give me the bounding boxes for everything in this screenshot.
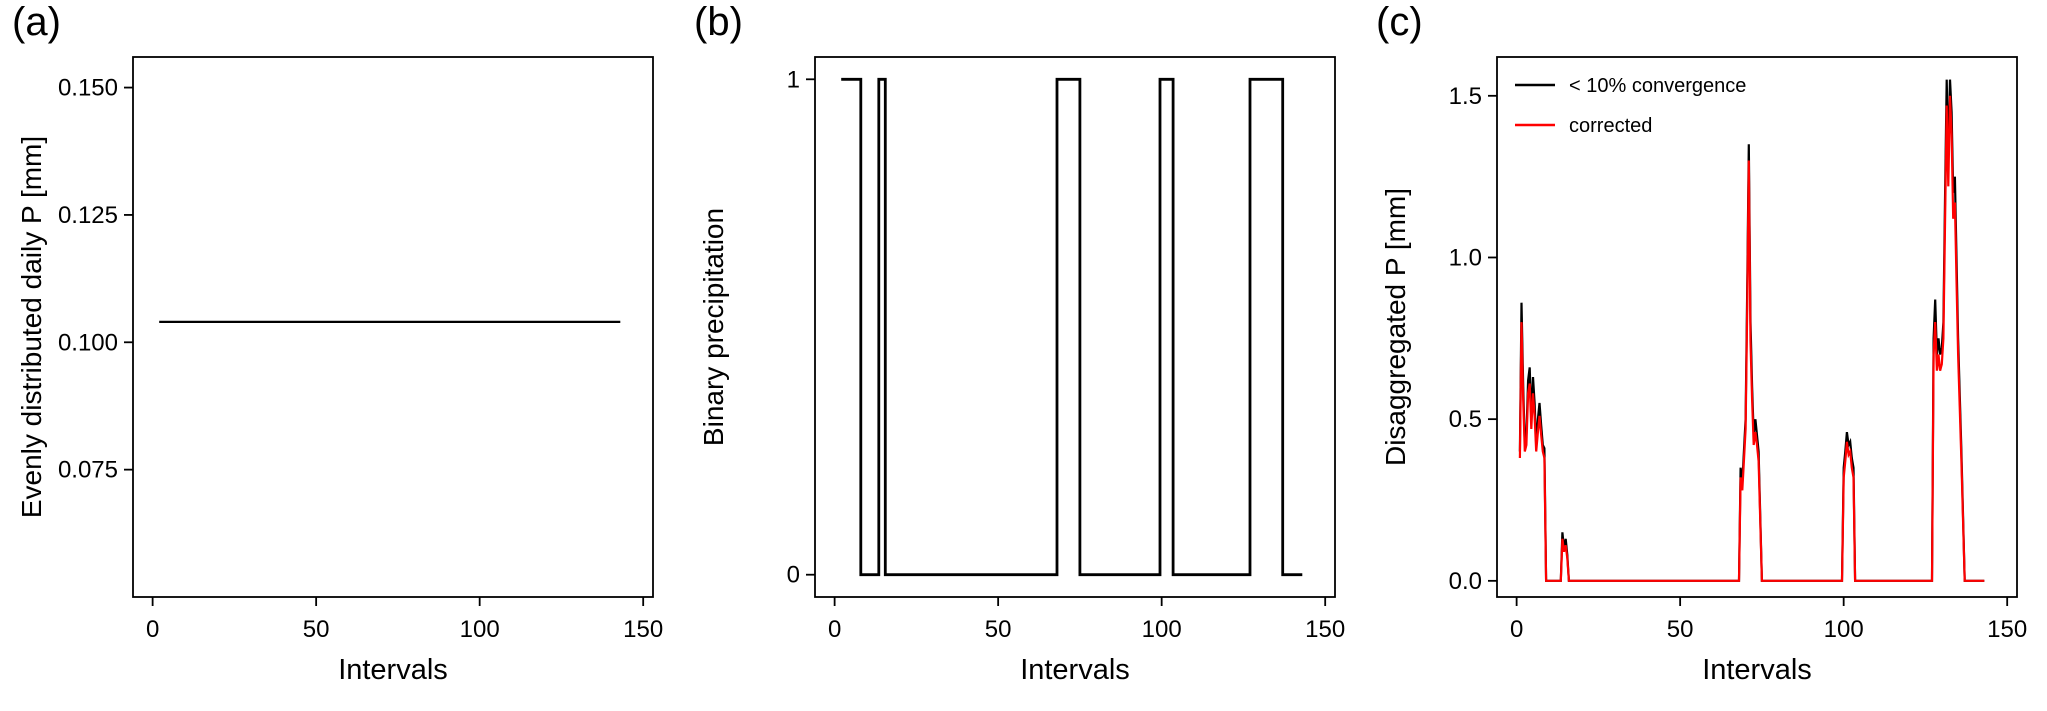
y-tick-label: 0.100: [58, 329, 118, 356]
x-tick-label: 50: [303, 616, 330, 643]
y-tick-label: 0.125: [58, 202, 118, 229]
x-tick-label: 50: [1667, 616, 1694, 643]
panel-c-x-axis-title: Intervals: [1702, 654, 1812, 686]
legend-label: < 10% convergence: [1569, 75, 1746, 97]
x-tick-label: 0: [828, 616, 841, 643]
x-tick-label: 100: [1142, 616, 1182, 643]
panel-a-x-axis-title: Intervals: [338, 654, 448, 686]
x-tick-label: 150: [623, 616, 663, 643]
series-lt-10pct-convergence: [1518, 79, 1985, 582]
y-tick-label: 1.0: [1449, 244, 1482, 271]
y-tick-label: 0.5: [1449, 406, 1482, 433]
panel-a: (a) Evenly distributed daily P [mm] 0 50 1…: [0, 0, 682, 711]
x-tick-label: 100: [460, 616, 500, 643]
legend-label: corrected: [1569, 115, 1652, 137]
panel-c: (c) Disaggregated P [mm] 0 50 100 150 0.0 0.5…: [1364, 0, 2046, 711]
x-tick-label: 150: [1987, 616, 2027, 643]
panel-a-y-axis-title: Evenly distributed daily P [mm]: [16, 135, 47, 519]
x-tick-label: 100: [1824, 616, 1864, 643]
y-tick-label: 0: [787, 562, 800, 589]
y-tick-label: 1.5: [1449, 83, 1482, 110]
panel-c-label: (c): [1376, 0, 1423, 44]
panel-b-label: (b): [694, 0, 743, 44]
panel-a-label: (a): [12, 0, 61, 44]
panel-b-y-axis-title: Binary precipitation: [698, 207, 729, 447]
series-corrected: [1518, 95, 1985, 582]
x-tick-label: 0: [1510, 616, 1523, 643]
panel-b: (b) Binary precipitation 0 50 100 150 0 1 Int…: [682, 0, 1364, 711]
x-tick-label: 150: [1305, 616, 1345, 643]
y-tick-label: 0.075: [58, 457, 118, 484]
panel-b-chart: 0 50 100 150 0 1: [787, 56, 1345, 643]
series-binary-precipitation: [841, 77, 1303, 577]
panel-c-y-axis-title: Disaggregated P [mm]: [1380, 187, 1411, 467]
panel-a-chart: 0 50 100 150 0.075 0.100 0.125 0.150: [58, 56, 663, 643]
y-tick-label: 0.0: [1449, 568, 1482, 595]
y-tick-label: 1: [787, 66, 800, 93]
plot-border: [132, 56, 654, 598]
plot-border: [1496, 56, 2018, 598]
x-tick-label: 50: [985, 616, 1012, 643]
plot-border: [814, 56, 1336, 598]
panel-c-chart: 0 50 100 150 0.0 0.5 1.0 1.5 < 10% convergence co…: [1449, 56, 2027, 643]
y-tick-label: 0.150: [58, 75, 118, 102]
x-tick-label: 0: [146, 616, 159, 643]
panel-b-x-axis-title: Intervals: [1020, 654, 1130, 686]
